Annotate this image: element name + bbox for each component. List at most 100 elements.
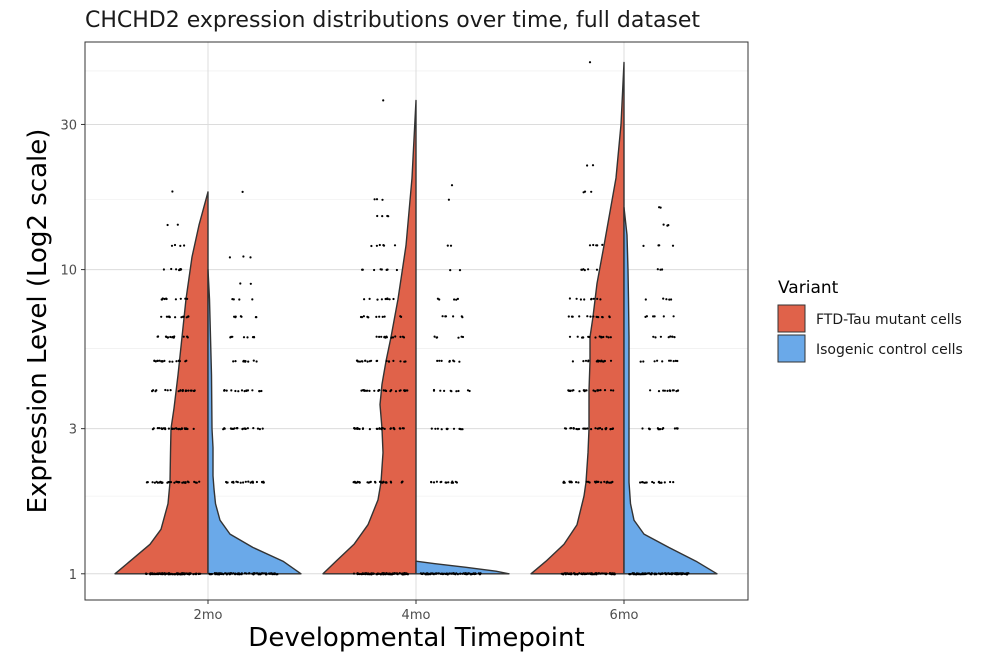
data-point [456,573,459,576]
y-axis: 1 3 10 30 [60,118,85,583]
data-point [663,389,667,392]
data-point [436,427,439,430]
data-point [585,389,588,392]
data-point [632,572,636,575]
data-point [652,481,656,484]
data-point [608,572,612,575]
y-tick-label: 30 [60,118,77,133]
data-point [450,184,454,187]
data-point [458,269,462,272]
data-point [668,359,671,362]
data-point [651,480,654,484]
data-point [590,428,593,431]
data-point [659,268,662,271]
data-point [596,315,599,319]
data-point [373,268,376,272]
data-point [174,316,177,319]
data-point [653,360,656,363]
data-point [169,335,172,339]
data-point [173,243,177,247]
data-point [171,190,174,193]
legend-item-ftd-tau[interactable]: FTD-Tau mutant cells [777,304,962,333]
data-point [670,298,673,301]
data-point [353,480,356,484]
data-point [432,388,436,392]
data-point [392,572,396,576]
data-point [384,481,387,484]
data-point [225,389,228,392]
data-point [673,427,677,430]
data-point [368,428,371,431]
data-point [628,573,631,576]
violin-ftd-tau-6mo [530,61,625,575]
data-point [394,335,397,338]
data-point [649,573,652,576]
data-point [590,297,593,301]
data-point [395,268,398,272]
data-point [669,335,672,338]
data-point [577,481,580,484]
data-point [368,297,371,300]
data-point [210,573,213,576]
data-point [373,389,376,392]
data-point [176,223,179,226]
data-point [381,198,384,201]
data-point [657,428,660,431]
data-point [601,572,605,575]
data-point [673,336,676,339]
data-point [247,360,250,363]
data-point [376,298,379,301]
data-point [234,389,237,393]
data-point [609,428,612,431]
data-point [356,427,359,430]
data-point [596,480,599,484]
data-point [582,427,585,430]
data-point [180,427,183,430]
data-point [612,389,615,392]
data-point [673,572,677,575]
data-point [195,572,198,575]
data-point [471,572,474,576]
data-point [190,389,193,392]
data-point [598,335,601,338]
data-point [457,389,460,393]
data-point [444,481,447,484]
data-point [258,572,261,576]
data-point [223,389,226,392]
data-point [176,573,179,576]
legend-item-isogenic-control[interactable]: Isogenic control cells [777,334,963,363]
data-point [381,315,384,318]
data-point [379,481,383,484]
data-point [564,573,567,576]
data-point [380,335,383,338]
data-point [644,315,647,318]
data-point [145,481,148,484]
data-point [447,481,450,484]
data-point [249,282,252,285]
data-point [273,572,276,575]
data-point [188,572,191,575]
data-point [398,572,401,575]
data-point [244,480,247,483]
data-point [436,297,439,300]
data-point [608,316,611,319]
data-point [390,336,393,339]
data-point [601,316,604,319]
data-point [652,315,655,318]
data-point [355,481,358,484]
data-point [252,427,255,430]
data-point [228,256,231,259]
data-point [186,336,189,339]
data-point [394,390,398,393]
data-point [602,335,605,339]
data-point [592,297,595,300]
data-point [370,244,373,248]
data-point [161,297,164,300]
data-point [241,190,244,193]
data-point [563,427,567,430]
data-point [641,573,645,576]
data-point [169,481,173,484]
data-point [392,297,395,301]
data-point [405,572,408,576]
data-point [239,481,242,484]
